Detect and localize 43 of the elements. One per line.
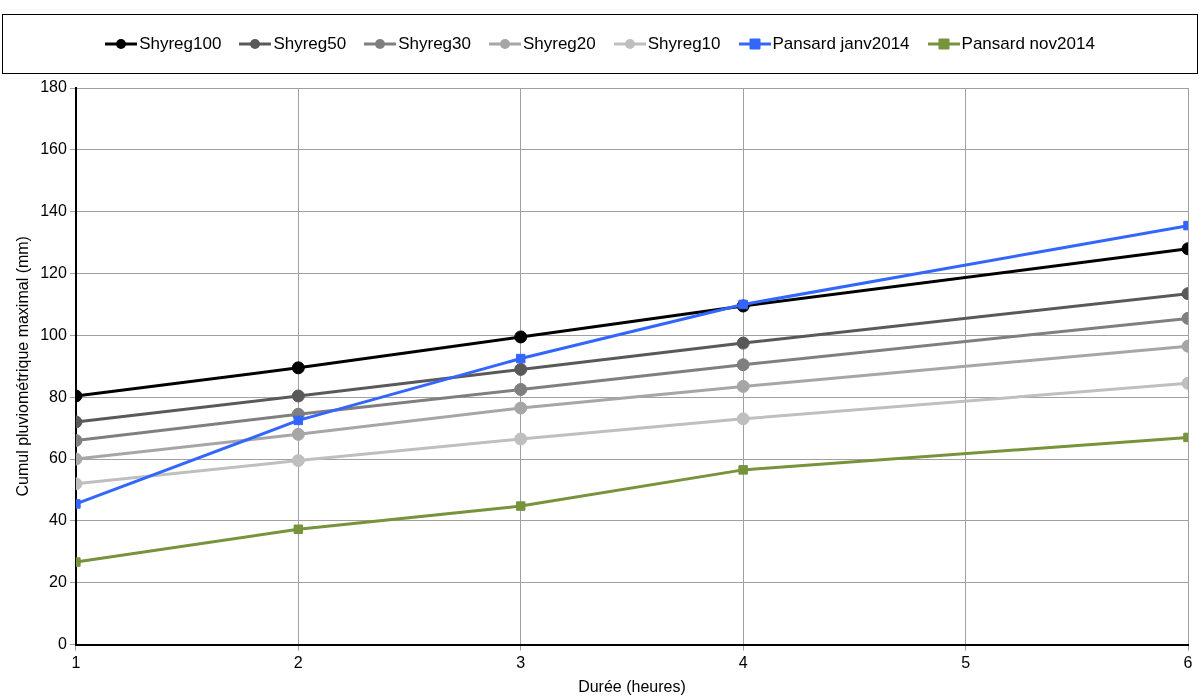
x-tick-label: 4 (738, 653, 748, 671)
legend-label: Shyreg30 (398, 34, 471, 54)
y-axis-title: Cumul pluviométrique maximal (mm) (14, 236, 32, 497)
y-tick-label: 80 (49, 387, 67, 405)
point (514, 401, 528, 415)
point (293, 524, 304, 534)
point (514, 362, 528, 376)
point (291, 454, 305, 468)
point (514, 432, 528, 446)
x-tick-label: 2 (293, 653, 303, 671)
x-tick-label: 5 (961, 653, 971, 671)
point (291, 361, 305, 375)
point (738, 465, 748, 475)
y-tick-label: 140 (40, 202, 67, 220)
y-tick-label: 0 (57, 635, 67, 653)
legend-label: Shyreg20 (522, 34, 596, 54)
point (291, 427, 305, 441)
point (293, 415, 304, 426)
point (514, 382, 528, 396)
point (736, 412, 750, 426)
x-tick-label: 3 (516, 653, 526, 671)
y-tick-label: 100 (40, 325, 67, 343)
point (516, 353, 526, 364)
point (516, 501, 526, 511)
point (514, 330, 528, 344)
y-tick-label: 120 (40, 263, 67, 281)
point (736, 336, 750, 350)
legend-label: Pansard nov2014 (961, 34, 1095, 54)
y-tick-label: 20 (49, 573, 67, 591)
y-tick-label: 60 (49, 449, 67, 467)
x-tick-label: 6 (1183, 653, 1193, 671)
y-tick-label: 40 (49, 511, 67, 529)
point (291, 389, 305, 403)
y-tick-label: 180 (40, 78, 67, 96)
legend-label: Pansard janv2014 (772, 34, 910, 54)
y-tick-label: 160 (40, 140, 67, 158)
legend-label: Shyreg50 (273, 34, 347, 54)
legend-label: Shyreg10 (647, 34, 721, 54)
point (736, 358, 750, 372)
x-axis-title: Durée (heures) (578, 677, 686, 695)
legend-label: Shyreg100 (139, 34, 222, 54)
point (736, 379, 750, 393)
x-tick-label: 1 (71, 653, 81, 671)
